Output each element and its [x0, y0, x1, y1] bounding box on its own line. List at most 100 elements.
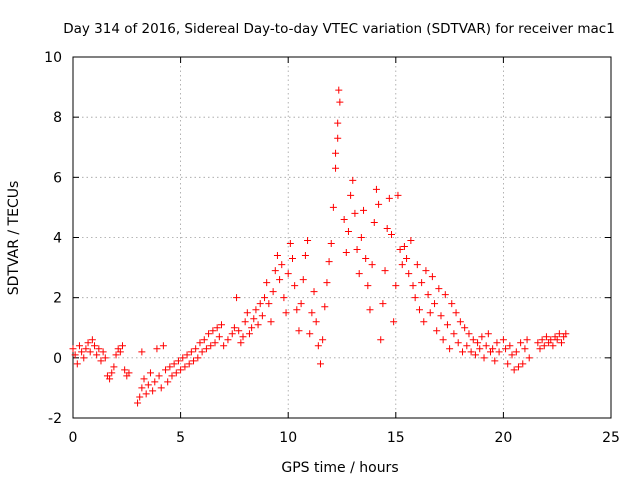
data-point [166, 363, 174, 371]
data-point [332, 164, 340, 172]
y-tick-label: 8 [53, 110, 62, 126]
data-point [142, 390, 150, 398]
data-point [491, 357, 499, 365]
data-point [452, 309, 460, 317]
data-point [291, 282, 299, 290]
data-point [534, 339, 542, 347]
data-point [396, 246, 404, 254]
data-point [282, 309, 290, 317]
data-point [116, 348, 124, 356]
data-point [271, 267, 279, 275]
data-point [476, 345, 484, 353]
data-point [164, 378, 172, 386]
data-point [245, 330, 253, 338]
data-point [88, 336, 96, 344]
data-point [256, 300, 264, 308]
data-point [323, 279, 331, 287]
data-point [250, 315, 258, 323]
x-tick-label: 20 [494, 430, 512, 446]
y-tick-label: 6 [53, 170, 62, 186]
data-point [536, 345, 544, 353]
data-point [144, 381, 152, 389]
data-point [248, 324, 256, 332]
data-point [340, 215, 348, 223]
data-point [448, 300, 456, 308]
data-point [334, 119, 342, 127]
data-point [420, 318, 428, 326]
data-point [519, 360, 527, 368]
data-point [482, 342, 490, 350]
grid-lines [73, 57, 611, 418]
data-point [138, 384, 146, 392]
data-point [319, 336, 327, 344]
data-point [512, 348, 520, 356]
data-point [213, 324, 221, 332]
data-point [372, 185, 380, 193]
data-point [424, 291, 432, 299]
data-point [454, 339, 462, 347]
data-point [435, 285, 443, 293]
data-point [469, 336, 477, 344]
data-point [276, 276, 284, 284]
data-point [368, 261, 376, 269]
data-point [360, 206, 368, 214]
data-point [467, 348, 475, 356]
data-series [69, 86, 570, 407]
x-tick-label: 15 [387, 430, 405, 446]
data-point [474, 339, 482, 347]
data-point [157, 384, 165, 392]
data-point [383, 224, 391, 232]
data-point [459, 348, 467, 356]
data-point [209, 327, 217, 335]
data-point [151, 378, 159, 386]
data-point [69, 345, 77, 353]
data-point [263, 279, 271, 287]
data-point [215, 333, 223, 341]
data-point [304, 237, 312, 245]
data-point [523, 336, 531, 344]
data-point [308, 309, 316, 317]
data-point [301, 252, 309, 260]
data-point [228, 330, 236, 338]
data-point [514, 363, 522, 371]
data-point [538, 336, 546, 344]
data-point [480, 354, 488, 362]
data-point [140, 375, 148, 383]
data-point [407, 237, 415, 245]
data-point [335, 86, 343, 94]
data-point [146, 369, 154, 377]
data-point [78, 348, 86, 356]
data-point [80, 354, 88, 362]
data-point [278, 261, 286, 269]
data-point [284, 270, 292, 278]
data-point [446, 345, 454, 353]
data-point [351, 209, 359, 217]
data-point [220, 342, 228, 350]
data-point [502, 345, 510, 353]
data-point [549, 342, 557, 350]
data-point [347, 191, 355, 199]
data-point [162, 366, 170, 374]
data-point [202, 345, 210, 353]
data-point [312, 318, 320, 326]
data-point [99, 348, 107, 356]
data-point [118, 342, 126, 350]
data-point [252, 306, 260, 314]
x-axis-label: GPS time / hours [281, 460, 398, 476]
data-point [336, 98, 344, 106]
data-point [499, 336, 507, 344]
data-point [405, 270, 413, 278]
data-point [461, 324, 469, 332]
data-point [295, 327, 303, 335]
data-point [409, 282, 417, 290]
data-point [542, 333, 550, 341]
data-point [555, 330, 563, 338]
y-tick-label: 2 [53, 291, 62, 307]
data-point [506, 342, 514, 350]
data-point [329, 203, 337, 211]
data-point [547, 336, 555, 344]
data-point [75, 342, 83, 350]
data-point [84, 339, 92, 347]
data-point [310, 288, 318, 296]
